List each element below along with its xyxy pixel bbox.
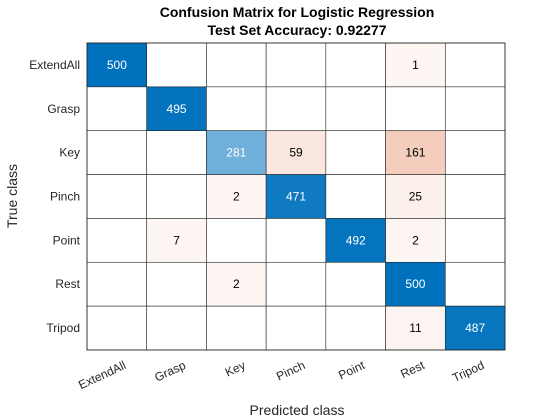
matrix-cell-pinch-extendall — [87, 175, 147, 219]
matrix-cell-point-tripod — [445, 218, 505, 262]
matrix-cell-key-extendall — [87, 131, 147, 175]
x-tick-labels: ExtendAll Grasp Key Pinch Point Rest Tripod — [76, 358, 486, 392]
x-tick-label: Key — [223, 358, 248, 379]
matrix-cell-rest-tripod — [445, 262, 505, 306]
cell-value-label: 2 — [233, 190, 240, 204]
chart-title: Confusion Matrix for Logistic Regression — [160, 4, 435, 20]
cell-value-label: 11 — [409, 321, 422, 335]
matrix-cell-extendall-point — [326, 43, 386, 87]
x-tick-label: Point — [336, 358, 367, 383]
matrix-cell-tripod-grasp — [147, 306, 207, 350]
matrix-cell-rest-extendall — [87, 262, 147, 306]
cell-value-label: 59 — [289, 146, 303, 160]
matrix-cell-pinch-point — [326, 175, 386, 219]
matrix-cell-tripod-pinch — [266, 306, 326, 350]
y-tick-label: Rest — [55, 277, 80, 291]
matrix-cell-grasp-pinch — [266, 87, 326, 131]
matrix-cell-grasp-tripod — [445, 87, 505, 131]
matrix-cell-extendall-key — [206, 43, 266, 87]
matrix-cell-grasp-point — [326, 87, 386, 131]
y-tick-label: Key — [59, 146, 80, 160]
y-tick-label: Pinch — [50, 190, 80, 204]
cell-value-label: 500 — [405, 277, 425, 291]
matrix-cell-key-tripod — [445, 131, 505, 175]
y-tick-label: Tripod — [46, 321, 80, 335]
matrix-cell-grasp-key — [206, 87, 266, 131]
matrix-cell-key-point — [326, 131, 386, 175]
matrix-cell-extendall-grasp — [147, 43, 207, 87]
matrix-cell-key-grasp — [147, 131, 207, 175]
x-axis-label: Predicted class — [250, 402, 345, 418]
chart-subtitle: Test Set Accuracy: 0.92277 — [208, 22, 387, 38]
y-tick-label: Point — [53, 233, 81, 247]
cell-value-label: 2 — [412, 233, 419, 247]
y-tick-labels: ExtendAll Grasp Key Pinch Point Rest Tripod — [29, 58, 80, 335]
matrix-cell-pinch-tripod — [445, 175, 505, 219]
cell-value-label: 492 — [346, 233, 366, 247]
cell-value-label: 2 — [233, 277, 240, 291]
matrix-cell-grasp-rest — [386, 87, 446, 131]
x-tick-label: Tripod — [450, 358, 486, 385]
matrix-cell-point-extendall — [87, 218, 147, 262]
cell-value-label: 495 — [167, 102, 187, 116]
cell-value-label: 281 — [226, 146, 246, 160]
y-axis-label: True class — [4, 164, 20, 228]
x-tick-label: ExtendAll — [76, 358, 128, 392]
matrix-cell-grasp-extendall — [87, 87, 147, 131]
x-tick-label: Grasp — [152, 358, 188, 385]
x-tick-label: Rest — [398, 358, 427, 381]
cell-value-label: 487 — [465, 321, 485, 335]
matrix-cell-extendall-pinch — [266, 43, 326, 87]
matrix-cell-rest-pinch — [266, 262, 326, 306]
matrix-cell-pinch-grasp — [147, 175, 207, 219]
matrix-cell-tripod-point — [326, 306, 386, 350]
cell-value-label: 1 — [412, 58, 419, 72]
y-tick-label: ExtendAll — [29, 58, 80, 72]
matrix-cell-tripod-key — [206, 306, 266, 350]
cell-value-label: 471 — [286, 190, 306, 204]
cell-value-label: 7 — [173, 233, 180, 247]
matrix-cell-point-pinch — [266, 218, 326, 262]
y-tick-label: Grasp — [47, 102, 80, 116]
cell-value-label: 161 — [405, 146, 425, 160]
matrix-cell-extendall-tripod — [445, 43, 505, 87]
cell-value-label: 25 — [409, 190, 423, 204]
matrix-cell-rest-point — [326, 262, 386, 306]
matrix-cell-tripod-extendall — [87, 306, 147, 350]
matrix-cell-point-key — [206, 218, 266, 262]
matrix-cell-rest-grasp — [147, 262, 207, 306]
cell-value-label: 500 — [107, 58, 127, 72]
x-tick-label: Pinch — [274, 358, 307, 383]
